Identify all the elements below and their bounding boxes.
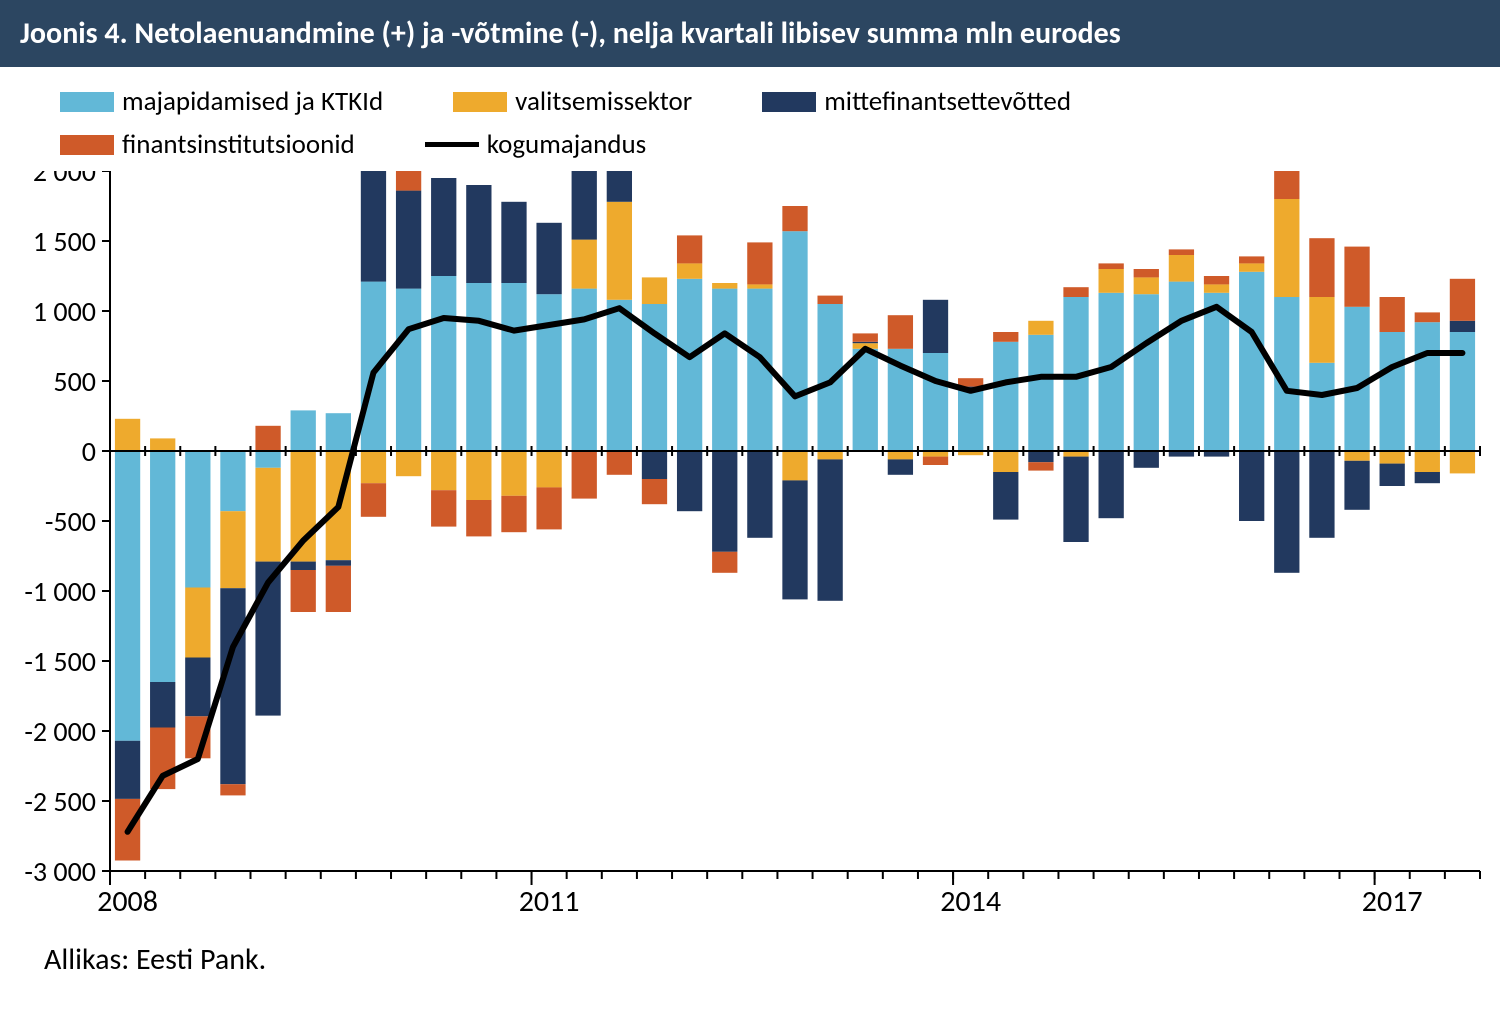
svg-text:2 000: 2 000: [33, 171, 96, 189]
legend-label: mittefinantsettevõtted: [824, 85, 1071, 118]
svg-text:1 500: 1 500: [33, 224, 96, 259]
legend-swatch: [60, 135, 114, 155]
legend-label: kogumajandus: [487, 128, 647, 161]
svg-text:-1 000: -1 000: [24, 574, 96, 609]
legend: majapidamised ja KTKId valitsemissektor …: [0, 67, 1500, 167]
chart-svg: -3 000 -2 500 -2 000 -1 500 -1 000 -500 0 500 1 …: [0, 171, 1500, 931]
legend-label: valitsemissektor: [515, 85, 692, 118]
legend-swatch: [60, 92, 114, 112]
svg-text:2014: 2014: [940, 883, 1001, 920]
svg-text:0: 0: [82, 434, 96, 469]
svg-text:-2 000: -2 000: [24, 714, 96, 749]
legend-item-nonfinancial: mittefinantsettevõtted: [762, 85, 1071, 118]
legend-label: majapidamised ja KTKId: [122, 85, 383, 118]
svg-text:1 000: 1 000: [33, 294, 96, 329]
svg-text:-500: -500: [45, 504, 96, 539]
chart-title: Joonis 4. Netolaenuandmine (+) ja -võtmi…: [0, 0, 1500, 67]
legend-label: finantsinstitutsioonid: [122, 128, 355, 161]
legend-item-total: kogumajandus: [425, 128, 647, 161]
svg-text:2008: 2008: [97, 883, 158, 920]
legend-swatch: [453, 92, 507, 112]
svg-text:-1 500: -1 500: [24, 644, 96, 679]
svg-text:2017: 2017: [1362, 883, 1423, 920]
source-text: Allikas: Eesti Pank.: [0, 931, 1500, 978]
legend-item-households: majapidamised ja KTKId: [60, 85, 383, 118]
svg-text:500: 500: [53, 364, 96, 399]
svg-text:2011: 2011: [519, 883, 580, 920]
svg-text:-2 500: -2 500: [24, 784, 96, 819]
legend-swatch: [762, 92, 816, 112]
legend-item-government: valitsemissektor: [453, 85, 692, 118]
svg-text:-3 000: -3 000: [24, 854, 96, 889]
chart-area: -3 000 -2 500 -2 000 -1 500 -1 000 -500 0 500 1 …: [0, 171, 1500, 931]
legend-line-swatch: [425, 142, 479, 147]
legend-item-financial: finantsinstitutsioonid: [60, 128, 355, 161]
